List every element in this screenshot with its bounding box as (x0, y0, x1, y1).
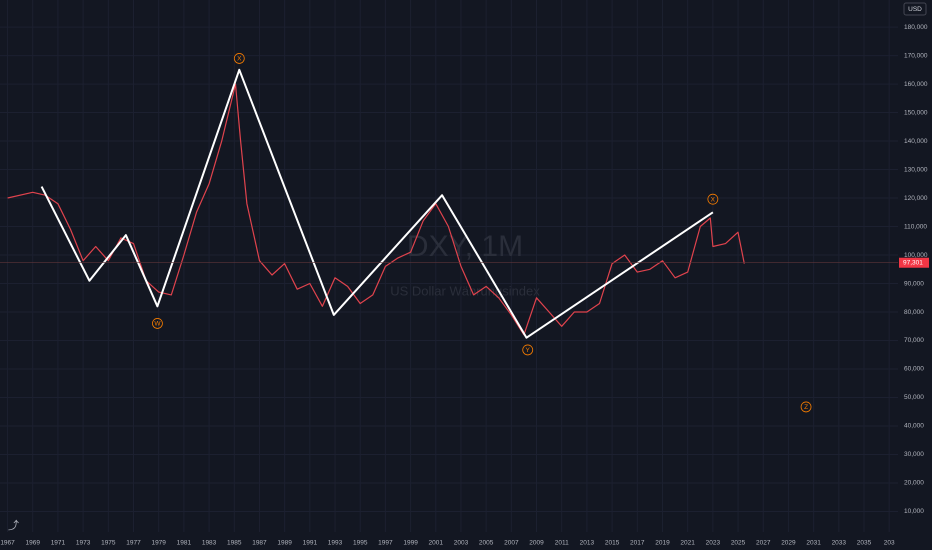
wave-label-circle (800, 401, 812, 413)
y-tick-label: 30,000 (904, 451, 924, 458)
x-tick-label: 1977 (126, 540, 141, 547)
x-tick-label: 2015 (605, 540, 620, 547)
x-tick-label: 2033 (832, 540, 847, 547)
x-tick-label: 2029 (781, 540, 796, 547)
grid (0, 0, 898, 532)
x-tick-label: 1991 (303, 540, 318, 547)
x-tick-label: 1969 (26, 540, 41, 547)
x-tick-label: 1971 (51, 540, 66, 547)
wave-label: X (237, 56, 242, 63)
currency-box[interactable] (903, 2, 927, 16)
x-tick-label: 1999 (403, 540, 418, 547)
x-tick-label: 1987 (252, 540, 267, 547)
x-tick-label: 2009 (529, 540, 544, 547)
y-tick-label: 130,000 (904, 166, 928, 173)
x-tick-label: 2031 (806, 540, 821, 547)
wave-label: W (154, 321, 161, 328)
x-tick-label: 2011 (555, 540, 569, 547)
x-tick-label: 2025 (731, 540, 746, 547)
x-tick-label: 1967 (0, 540, 15, 547)
y-tick-label: 50,000 (904, 394, 924, 401)
x-tick-label: 1983 (202, 540, 217, 547)
x-tick-label: 1975 (101, 540, 116, 547)
x-tick-label: 1989 (277, 540, 292, 547)
x-tick-label: 2023 (706, 540, 721, 547)
y-tick-label: 180,000 (904, 24, 928, 31)
x-tick-label: 1979 (151, 540, 166, 547)
x-tick-label: 1995 (353, 540, 368, 547)
wave-label-circle (522, 344, 534, 356)
y-tick-label: 100,000 (904, 252, 928, 259)
y-tick-label: 10,000 (904, 508, 924, 515)
wave-label: Z (804, 404, 808, 411)
y-tick-label: 20,000 (904, 480, 924, 487)
currency[interactable]: USD (908, 6, 922, 13)
y-tick-label: 80,000 (904, 309, 924, 316)
x-tick-label: 1993 (328, 540, 343, 547)
y-tick-label: 70,000 (904, 337, 924, 344)
y-tick-label: 120,000 (904, 195, 928, 202)
wave-line (40, 68, 714, 339)
last-price-label: 97,301 (903, 259, 923, 266)
x-tick-label: 2035 (857, 540, 872, 547)
wave-label: X (711, 196, 716, 203)
x-tick-label: 2027 (756, 540, 771, 547)
x-tick-label: 2003 (454, 540, 469, 547)
y-tick-label: 160,000 (904, 81, 928, 88)
plot-area: W X Y X Z (0, 53, 898, 413)
x-tick-label: 2021 (680, 540, 695, 547)
wave-label-circle (233, 53, 245, 64)
y-tick-label: 90,000 (904, 280, 924, 287)
watermark-subtitle: US Dollar Währungsindex (390, 283, 540, 298)
last-price-tag (899, 257, 929, 268)
y-tick-label: 150,000 (904, 109, 928, 116)
y-tick-label: 140,000 (904, 138, 928, 145)
x-tick-label: 2019 (655, 540, 670, 547)
wave-label-circle (152, 318, 163, 329)
y-tick-label: 110,000 (904, 223, 927, 230)
x-tick-label: 2017 (630, 540, 645, 547)
tv-logo: ⤴ (8, 518, 19, 532)
x-tick-label: 1973 (76, 540, 91, 547)
x-tick-label: 1985 (227, 540, 242, 547)
x-tick-label: 203 (884, 540, 895, 547)
x-tick-label: 2007 (504, 540, 519, 547)
x-tick-label: 1981 (177, 540, 192, 547)
y-tick-label: 40,000 (904, 423, 924, 430)
x-tick-label: 2013 (580, 540, 595, 547)
y-tick-label: 170,000 (904, 52, 928, 59)
x-tick-label: 1997 (378, 540, 393, 547)
x-tick-label: 2001 (429, 540, 444, 547)
wave-label-circle (707, 193, 719, 205)
x-tick-label: 2005 (479, 540, 494, 547)
wave-label: Y (526, 347, 531, 354)
y-tick-label: 60,000 (904, 366, 924, 373)
